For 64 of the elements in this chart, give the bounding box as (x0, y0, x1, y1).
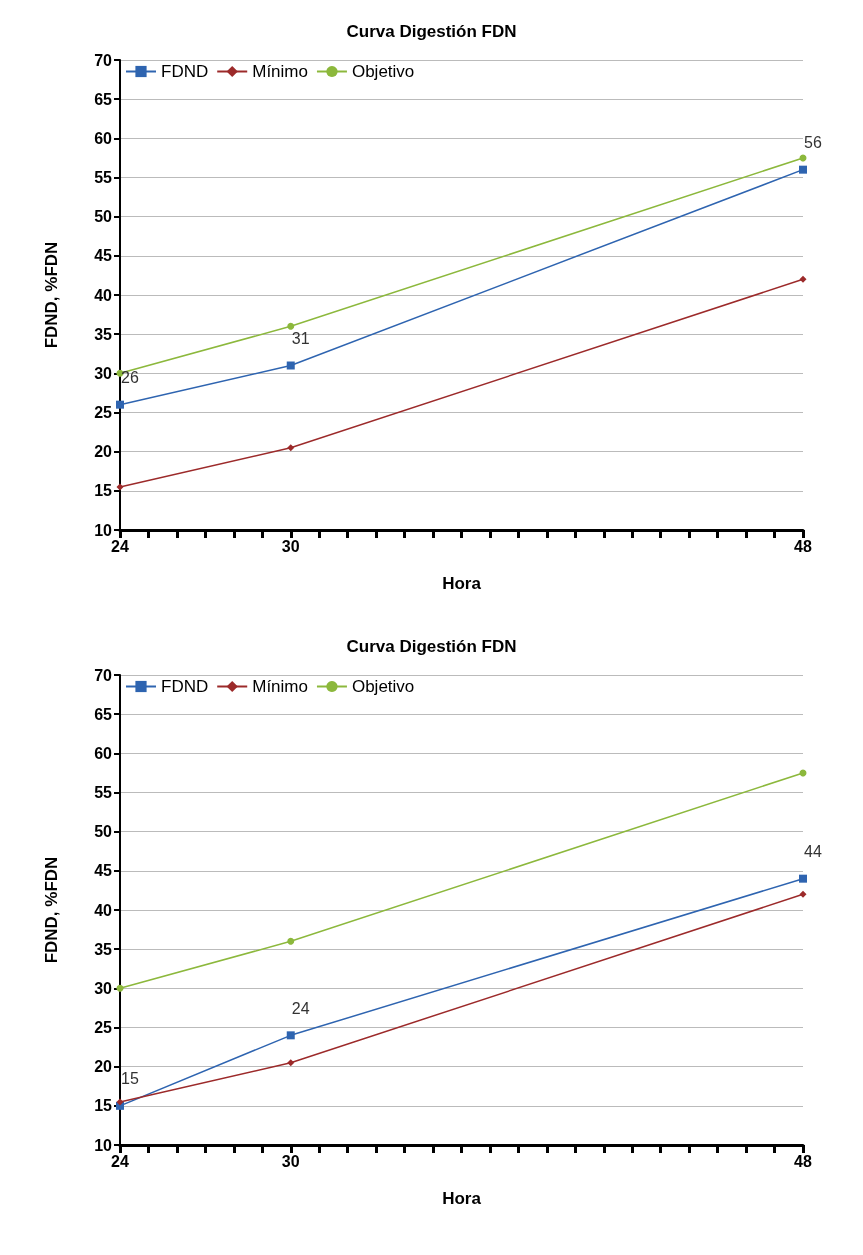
y-tick-label: 65 (94, 90, 113, 108)
data-label: 31 (291, 330, 310, 347)
y-tick-label: 10 (94, 1136, 113, 1154)
y-tick-label: 20 (94, 443, 113, 461)
point (799, 165, 807, 174)
y-tick-label: 70 (94, 666, 113, 684)
chart-title: Curva Digestión FDN (346, 22, 517, 41)
point (287, 322, 295, 330)
x-tick-label: 24 (111, 1152, 129, 1170)
y-tick-label: 25 (94, 404, 113, 421)
y-tick-label: 65 (94, 705, 113, 723)
legend-label: Objetivo (351, 62, 415, 81)
y-tick-label: 35 (94, 325, 113, 343)
y-tick-label: 45 (94, 247, 113, 265)
legend-label: Objetivo (351, 677, 415, 696)
x-tick-label: 48 (794, 537, 812, 555)
y-tick-label: 40 (94, 286, 113, 304)
x-tick-label: 24 (111, 537, 129, 555)
y-tick-label: 45 (94, 862, 113, 880)
x-axis-title: Hora (442, 1189, 482, 1208)
y-axis-title: FDND, %FDN (42, 856, 61, 964)
y-tick-label: 30 (94, 364, 113, 382)
y-tick-label: 50 (94, 823, 113, 841)
point (799, 890, 807, 898)
point (287, 1059, 295, 1067)
y-tick-label: 70 (94, 51, 113, 69)
y-tick-label: 50 (94, 208, 113, 226)
y-tick-label: 25 (94, 1019, 113, 1036)
y-tick-label: 55 (94, 169, 113, 186)
legend-label: Mínimo (252, 62, 308, 81)
x-tick-label: 48 (794, 1152, 812, 1170)
y-axis-title: FDND, %FDN (42, 241, 61, 349)
y-tick-label: 10 (94, 521, 113, 539)
y-tick-label: 30 (94, 979, 113, 997)
point (286, 1031, 295, 1040)
point (799, 275, 807, 283)
point (799, 874, 807, 883)
legend-label: Mínimo (252, 677, 308, 696)
legend-label: FDND (161, 677, 209, 696)
y-tick-label: 60 (94, 744, 113, 762)
chart-title: Curva Digestión FDN (346, 637, 517, 656)
data-label: 44 (804, 843, 822, 861)
y-tick-label: 60 (94, 129, 113, 147)
point (116, 400, 124, 409)
y-tick-label: 15 (94, 482, 113, 500)
y-tick-label: 15 (94, 1097, 113, 1115)
x-tick-label: 30 (281, 1152, 300, 1170)
data-label: 56 (804, 134, 822, 152)
point (286, 361, 295, 370)
x-tick-label: 30 (281, 537, 300, 555)
point (287, 937, 295, 945)
y-tick-label: 40 (94, 901, 113, 919)
x-axis-title: Hora (442, 574, 482, 593)
point (287, 444, 295, 452)
point (116, 984, 124, 992)
y-tick-label: 35 (94, 940, 113, 958)
point (116, 483, 124, 491)
data-label: 26 (121, 369, 139, 387)
data-label: 15 (121, 1070, 139, 1088)
legend-label: FDND (161, 62, 209, 81)
data-label: 24 (291, 999, 310, 1017)
y-tick-label: 20 (94, 1058, 113, 1076)
y-tick-label: 55 (94, 784, 113, 801)
point (116, 1098, 124, 1106)
